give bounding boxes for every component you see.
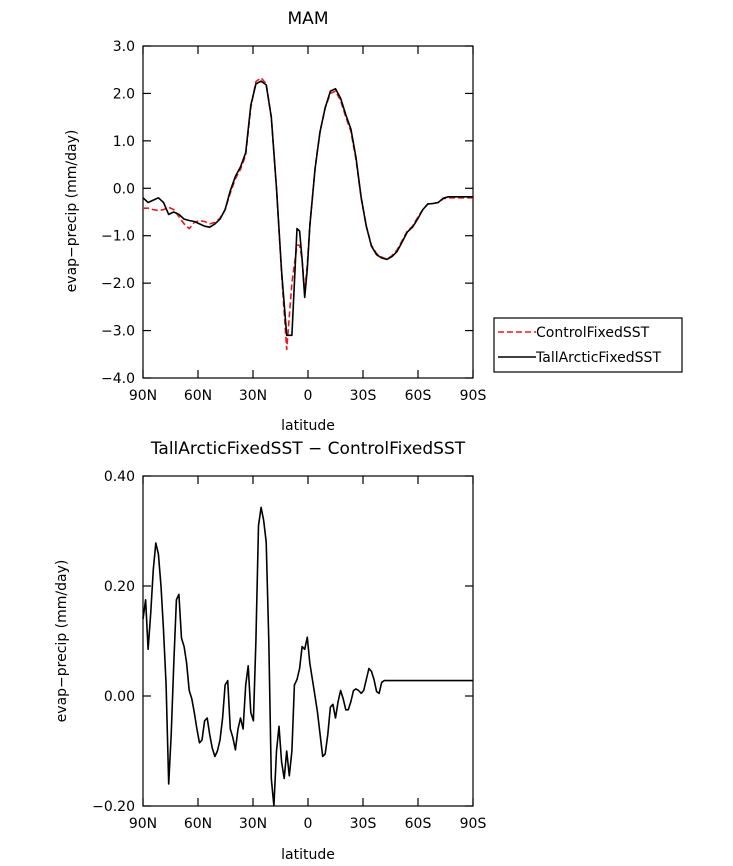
- top-y-axis-label: evap−precip (mm/day): [64, 130, 80, 293]
- legend-box: [493, 317, 683, 373]
- bottom-chart-title: TallArcticFixedSST − ControlFixedSST: [150, 439, 466, 459]
- top-plot-frame: [142, 45, 474, 379]
- top-series-line-0: [143, 77, 473, 351]
- top-y-tick-label: −4.0: [101, 371, 135, 387]
- bottom-y-tick-label: 0.40: [104, 469, 135, 485]
- bottom-y-tick-label: 0.00: [104, 689, 135, 705]
- top-chart-title: MAM: [288, 9, 329, 29]
- top-panel: MAM 90N 60N 30N 0 30S 60S 90S 3.0 2.0 1.0 0.0 −1.0 −…: [64, 9, 683, 434]
- legend-label-tallarctic: TallArcticFixedSST: [535, 350, 661, 366]
- bottom-x-tick-label: 90S: [460, 816, 487, 832]
- top-x-tick-label: 90S: [460, 388, 487, 404]
- bottom-x-tick-label: 90N: [129, 816, 157, 832]
- bottom-ticks: 90N 60N 30N 0 30S 60S 90S 0.40 0.20 0.00 −0.20: [92, 469, 486, 832]
- bottom-y-axis-label: evap−precip (mm/day): [54, 560, 70, 723]
- top-ticks: 90N 60N 30N 0 30S 60S 90S 3.0 2.0 1.0 0.0 −1.0 −2.0 −…: [101, 39, 486, 404]
- bottom-y-tick-label: −0.20: [92, 799, 135, 815]
- bottom-series-line-0: [142, 506, 473, 807]
- top-series-lines: [142, 77, 473, 351]
- top-x-tick-label: 30N: [239, 388, 267, 404]
- top-x-tick-label: 90N: [129, 388, 157, 404]
- top-y-tick-label: −3.0: [101, 324, 135, 340]
- top-y-tick-label: 3.0: [113, 39, 135, 55]
- top-y-tick-label: 1.0: [113, 134, 135, 150]
- legend-label-control: ControlFixedSST: [536, 325, 650, 341]
- top-y-tick-label: 2.0: [113, 86, 135, 102]
- bottom-y-tick-label: 0.20: [104, 579, 135, 595]
- top-x-tick-label: 30S: [350, 388, 377, 404]
- bottom-x-tick-label: 60N: [184, 816, 212, 832]
- bottom-panel: TallArcticFixedSST − ControlFixedSST 90N…: [54, 439, 486, 863]
- bottom-series-lines: [142, 506, 473, 807]
- top-x-tick-label: 0: [304, 388, 313, 404]
- top-y-tick-label: −2.0: [101, 276, 135, 292]
- top-y-tick-label: −1.0: [101, 229, 135, 245]
- top-series-line-1: [142, 80, 473, 337]
- top-y-tick-label: 0.0: [113, 181, 135, 197]
- legend: ControlFixedSST TallArcticFixedSST: [493, 317, 683, 373]
- bottom-x-axis-label: latitude: [281, 847, 335, 863]
- top-x-tick-label: 60N: [184, 388, 212, 404]
- top-x-tick-label: 60S: [405, 388, 432, 404]
- bottom-x-tick-label: 30N: [239, 816, 267, 832]
- bottom-x-tick-label: 30S: [350, 816, 377, 832]
- bottom-x-tick-label: 60S: [405, 816, 432, 832]
- top-x-axis-label: latitude: [281, 418, 335, 434]
- bottom-x-tick-label: 0: [304, 816, 313, 832]
